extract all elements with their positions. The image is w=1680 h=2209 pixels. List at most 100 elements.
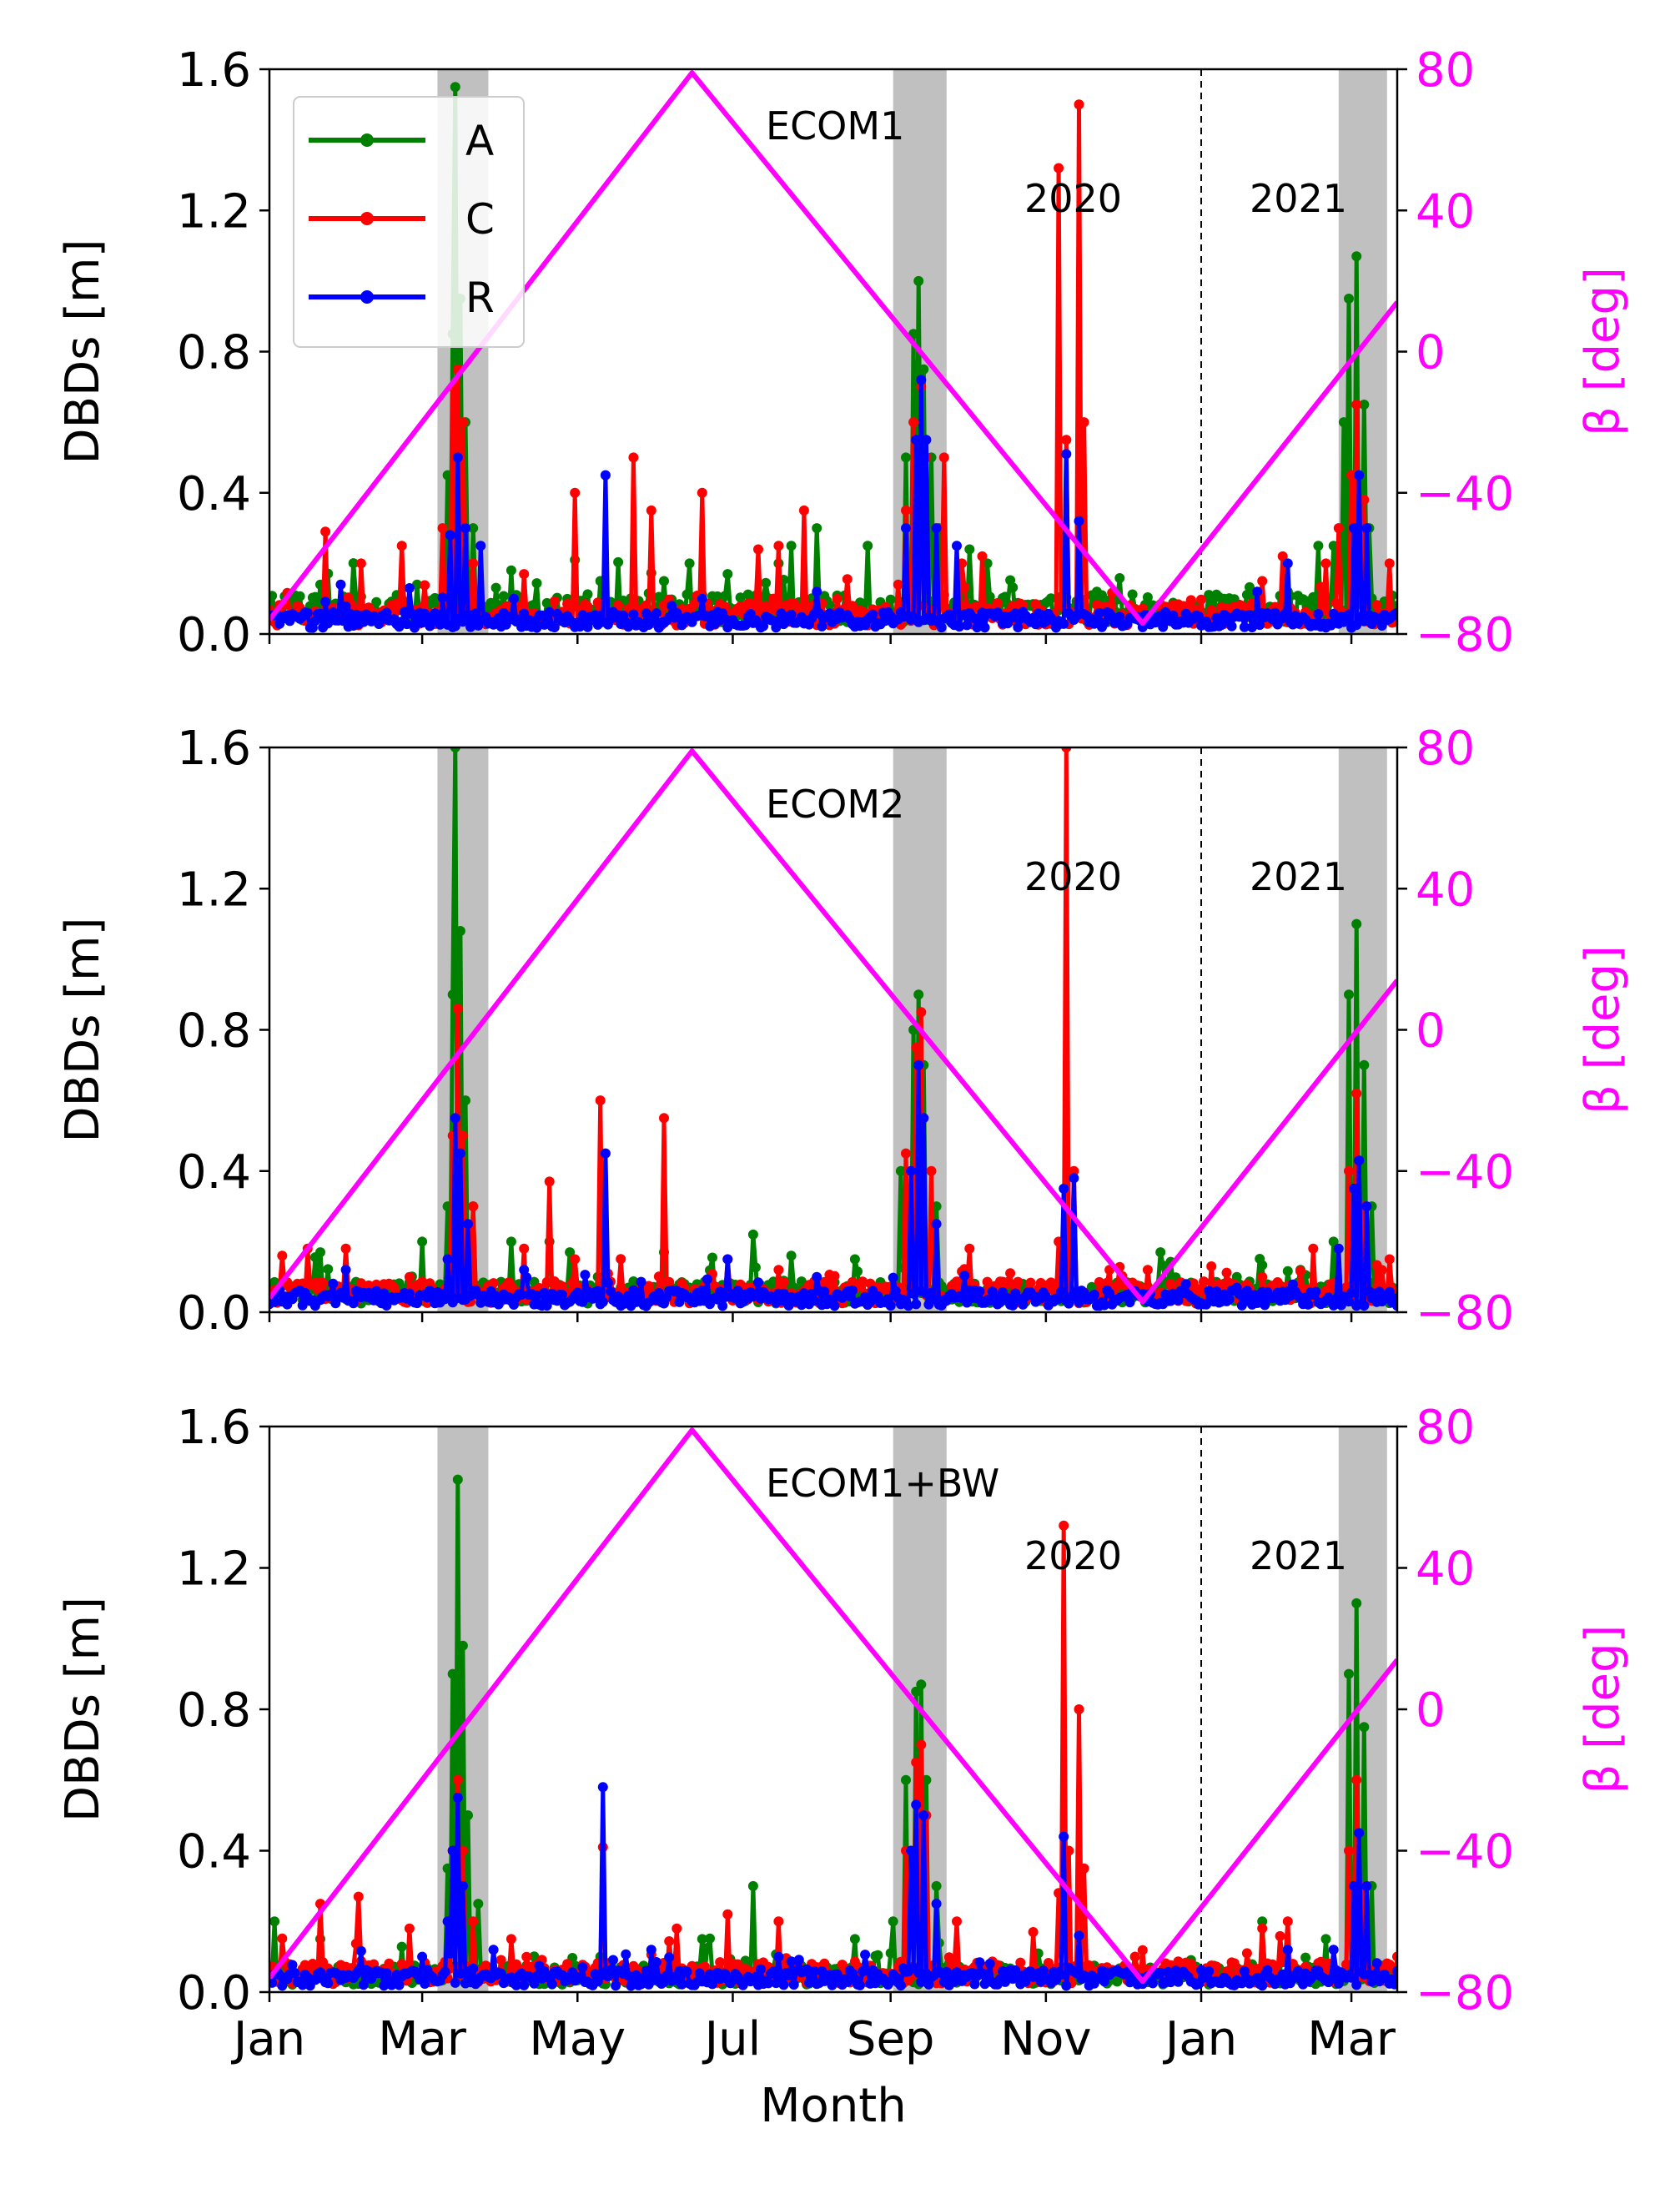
series-A-point bbox=[294, 591, 305, 601]
series-A-point bbox=[653, 591, 664, 602]
y-right-tick-label: 0 bbox=[1416, 1004, 1446, 1059]
series-R-point bbox=[628, 609, 639, 620]
series-R-point bbox=[1389, 1979, 1397, 1990]
series-C-point bbox=[557, 1281, 567, 1291]
series-R-point bbox=[600, 1148, 611, 1159]
series-C-point bbox=[1277, 551, 1288, 561]
series-R-point bbox=[783, 1970, 794, 1980]
y-right-tick-label: −80 bbox=[1416, 608, 1514, 662]
year-label-2020: 2020 bbox=[1024, 854, 1122, 899]
series-R-point bbox=[597, 1296, 608, 1307]
series-R-point bbox=[903, 1301, 913, 1311]
series-R bbox=[269, 375, 1397, 633]
series-C-point bbox=[1185, 1959, 1196, 1970]
series-R-point bbox=[470, 608, 481, 619]
series-C-point bbox=[1199, 1276, 1210, 1287]
series-R-point bbox=[611, 1980, 621, 1991]
series-C-point bbox=[916, 1739, 927, 1750]
series-R-point bbox=[457, 1880, 468, 1891]
series-R-point bbox=[1124, 1297, 1135, 1308]
y-tick-label: 0.0 bbox=[177, 1966, 251, 2020]
series-R bbox=[269, 1059, 1397, 1311]
series-A-point bbox=[824, 600, 835, 611]
series-A-point bbox=[1359, 1722, 1370, 1733]
legend: ACR bbox=[293, 96, 525, 348]
series-R-point bbox=[809, 1296, 820, 1306]
series-R-point bbox=[404, 583, 415, 593]
series-C-point bbox=[318, 1277, 329, 1288]
x-tick-label: Jul bbox=[702, 2012, 762, 2066]
series-A-point bbox=[786, 1250, 797, 1261]
series-C-point bbox=[549, 596, 560, 606]
panel-title: ECOM1+BW bbox=[766, 1461, 999, 1506]
series-R-point bbox=[1013, 622, 1024, 632]
series-A-point bbox=[452, 1474, 463, 1485]
series-R-point bbox=[269, 1296, 280, 1307]
series-C-point bbox=[1137, 1945, 1148, 1955]
series-R-point bbox=[1328, 608, 1339, 619]
series-C-point bbox=[1069, 1165, 1079, 1176]
series-C-point bbox=[1059, 1520, 1069, 1531]
series-R-point bbox=[885, 1301, 896, 1311]
series-R-point bbox=[1351, 620, 1362, 631]
series-R-point bbox=[768, 1966, 779, 1977]
series-C-point bbox=[1330, 598, 1341, 608]
series-C-point bbox=[457, 1130, 468, 1141]
series-A-point bbox=[747, 1880, 758, 1891]
series-C-point bbox=[1229, 1958, 1240, 1969]
series-C-point bbox=[732, 1959, 743, 1970]
series-C-point bbox=[1196, 594, 1206, 605]
series-R-point bbox=[931, 1899, 942, 1910]
series-C-point bbox=[697, 487, 707, 498]
series-R-point bbox=[722, 1254, 733, 1265]
series-C-point bbox=[1054, 163, 1064, 174]
series-R-point bbox=[979, 622, 990, 633]
series-C-point bbox=[977, 551, 988, 561]
x-tick-label: Sep bbox=[847, 2012, 935, 2066]
series-R-point bbox=[287, 1960, 298, 1970]
series-C-point bbox=[1015, 1957, 1026, 1968]
series-C-point bbox=[1084, 1960, 1094, 1970]
series-A-point bbox=[705, 1933, 715, 1944]
series-C-point bbox=[1346, 470, 1357, 481]
series-R-point bbox=[381, 1968, 392, 1979]
series-A-point bbox=[442, 1863, 453, 1874]
series-C-point bbox=[350, 1938, 361, 1949]
series-A-point bbox=[628, 1276, 639, 1286]
series-C-point bbox=[798, 505, 809, 516]
series-C-point bbox=[671, 1923, 682, 1934]
series-A-point bbox=[885, 594, 896, 605]
series-C-point bbox=[488, 1278, 499, 1289]
series-R-point bbox=[1392, 607, 1397, 618]
series-R-point bbox=[707, 1979, 717, 1990]
series-R-point bbox=[1359, 1301, 1370, 1311]
series-A-point bbox=[1351, 1598, 1362, 1608]
series-C-point bbox=[521, 1951, 532, 1962]
series-R-point bbox=[1282, 1945, 1293, 1955]
series-C bbox=[269, 1520, 1397, 1989]
series-R-point bbox=[1056, 1970, 1067, 1980]
series-A-point bbox=[450, 82, 460, 93]
series-R-point bbox=[1008, 1300, 1019, 1311]
x-tick-label: Jan bbox=[1163, 2012, 1237, 2066]
series-R-point bbox=[702, 1274, 712, 1285]
series-R-point bbox=[1061, 1980, 1072, 1991]
series-R-point bbox=[906, 1165, 917, 1176]
series-R-point bbox=[631, 1970, 641, 1980]
series-R-point bbox=[943, 609, 954, 620]
series-C-point bbox=[753, 544, 763, 555]
series-A-point bbox=[613, 556, 624, 567]
series-R-point bbox=[1303, 1299, 1314, 1310]
series-A bbox=[269, 747, 1397, 1309]
series-R-point bbox=[1250, 1290, 1260, 1301]
series-A-point bbox=[1257, 1260, 1268, 1271]
series-A-point bbox=[412, 579, 422, 590]
series-C-point bbox=[1005, 1268, 1016, 1279]
y-right-tick-label: 40 bbox=[1416, 1542, 1475, 1597]
series-C-point bbox=[562, 1959, 573, 1970]
series-R-point bbox=[829, 1301, 840, 1311]
series-C-point bbox=[858, 1276, 868, 1287]
series-R-point bbox=[1018, 1299, 1029, 1310]
series-R-point bbox=[1354, 470, 1365, 481]
series-C-point bbox=[992, 598, 1003, 608]
